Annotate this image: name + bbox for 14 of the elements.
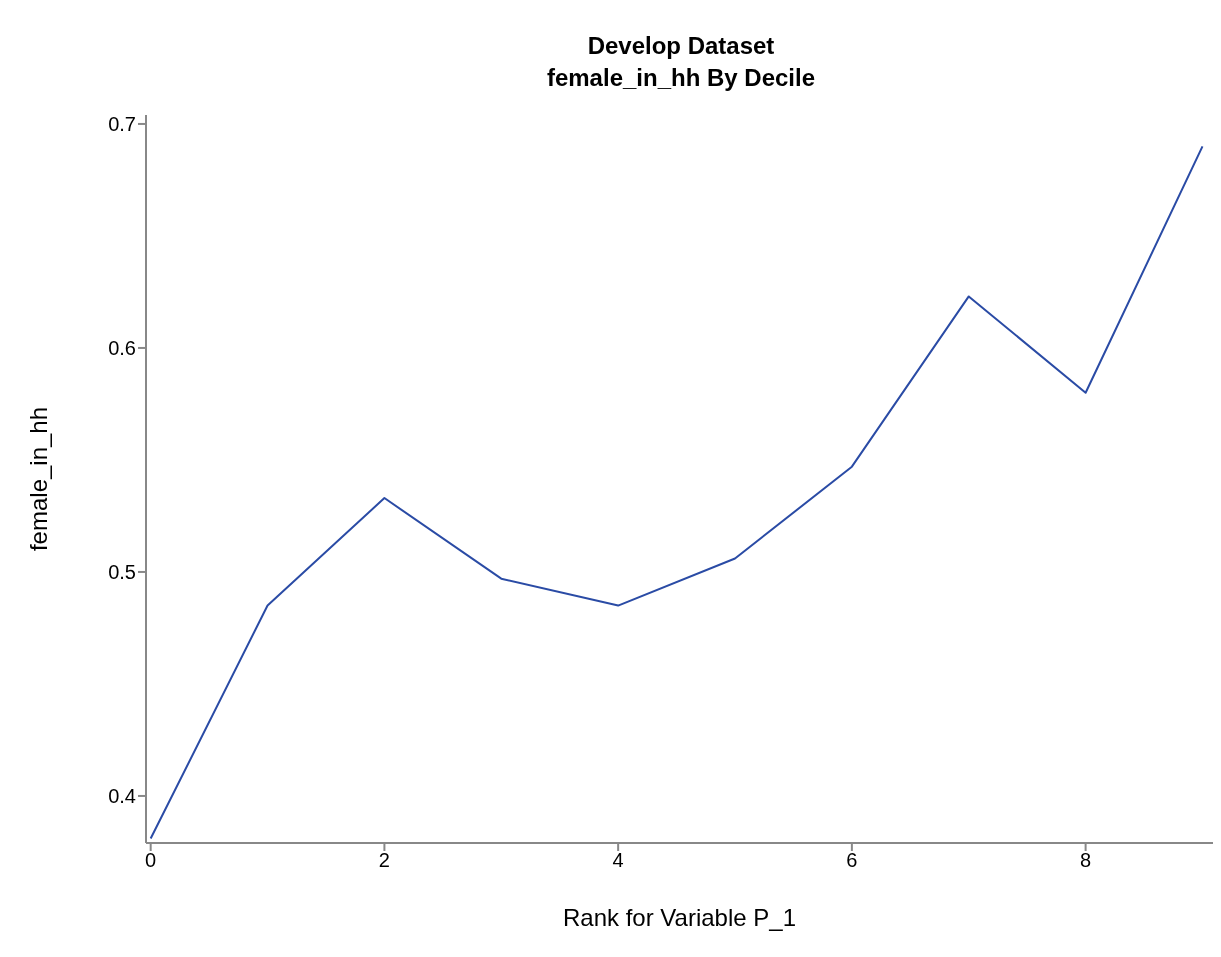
x-axis-title: Rank for Variable P_1 [562, 904, 797, 931]
y-axis-title: female_in_hh [24, 406, 52, 552]
y-tick-label: 0.5 [108, 561, 136, 584]
x-tick-label: 0 [145, 849, 157, 872]
y-tick-label: 0.4 [108, 785, 136, 808]
y-tick-label: 0.7 [108, 113, 136, 136]
chart-subtitle: female_in_hh By Decile [545, 63, 817, 93]
x-tick-label: 4 [612, 849, 624, 872]
line-series [149, 145, 1204, 840]
y-tick-label: 0.6 [108, 337, 136, 360]
x-tick-label: 8 [1080, 849, 1092, 872]
x-tick-label: 2 [378, 849, 390, 872]
chart-title: Develop Dataset [586, 31, 776, 61]
x-tick-label: 6 [846, 849, 858, 872]
